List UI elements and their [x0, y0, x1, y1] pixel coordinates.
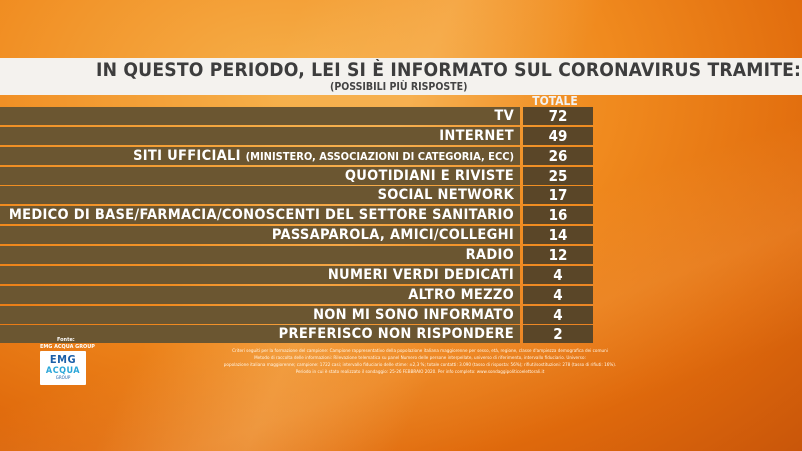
row-label: NUMERI VERDI DEDICATI: [328, 266, 514, 284]
row-label: INTERNET: [439, 127, 514, 145]
row-value: 49: [548, 126, 568, 145]
source-label: Fonte:: [57, 337, 75, 343]
row-value-cell: [523, 305, 593, 324]
row-label: QUOTIDIANI E RIVISTE: [345, 167, 514, 185]
row-label-cell: [0, 206, 520, 225]
row-label-cell: [0, 245, 520, 264]
row-label-cell: [0, 107, 520, 125]
row-label-cell: [0, 126, 520, 145]
emg-acqua-logo: EMG ACQUA GROUP: [40, 351, 86, 385]
table-row: RADIO 12: [0, 245, 802, 264]
row-label-main: SITI UFFICIALI: [133, 147, 241, 164]
table-row: NON MI SONO INFORMATO 4: [0, 305, 802, 324]
row-value-cell: [523, 107, 593, 125]
source-name: EMG ACQUA GROUP: [40, 344, 95, 350]
chart-subtitle: (POSSIBILI PIÙ RISPOSTE): [330, 81, 468, 93]
logo-group-text: GROUP: [55, 376, 71, 381]
logo-acqua-text: ACQUA: [45, 366, 81, 376]
row-label-main: PREFERISCO NON RISPONDERE: [278, 326, 514, 343]
row-value: 4: [553, 305, 563, 324]
row-label-cell: [0, 305, 520, 324]
column-header-totale: TOTALE: [532, 94, 578, 108]
row-label-main: INTERNET: [439, 127, 514, 144]
row-label-main: NON MI SONO INFORMATO: [313, 306, 514, 323]
row-value-cell: [523, 245, 593, 264]
row-value-cell: [523, 186, 593, 205]
row-label: NON MI SONO INFORMATO: [313, 306, 514, 324]
note-line: Criteri seguiti per la formazione del ca…: [232, 349, 608, 354]
row-label: SOCIAL NETWORK: [378, 186, 514, 204]
row-value-cell: [523, 146, 593, 165]
row-label-detail: (MINISTERO, ASSOCIAZIONI DI CATEGORIA, E…: [245, 149, 514, 163]
note-line: Periodo in cui è stato realizzato il son…: [295, 370, 545, 375]
row-label-main: TV: [494, 108, 514, 124]
table-row: INTERNET 49: [0, 126, 802, 145]
row-label-cell: [0, 325, 520, 344]
row-label-cell: [0, 285, 520, 304]
table-row: MEDICO DI BASE/FARMACIA/CONOSCENTI DEL S…: [0, 206, 802, 225]
table-row: TV 72: [0, 107, 802, 125]
title-bar: [0, 58, 802, 95]
table-row: NUMERI VERDI DEDICATI 4: [0, 265, 802, 284]
row-label: SITI UFFICIALI (MINISTERO, ASSOCIAZIONI …: [133, 147, 514, 166]
table-row: QUOTIDIANI E RIVISTE 25: [0, 166, 802, 185]
note-line: Metodo di raccolta delle informazioni: R…: [254, 356, 586, 361]
row-value: 14: [548, 226, 568, 245]
row-label-main: MEDICO DI BASE/FARMACIA/CONOSCENTI DEL S…: [8, 207, 514, 224]
row-value-cell: [523, 206, 593, 225]
row-value: 12: [548, 245, 568, 264]
row-value-cell: [523, 126, 593, 145]
row-label: MEDICO DI BASE/FARMACIA/CONOSCENTI DEL S…: [9, 206, 514, 224]
row-value-cell: [523, 325, 593, 344]
row-value: 4: [553, 285, 563, 304]
row-value: 26: [548, 146, 568, 165]
row-label-cell: [0, 265, 520, 284]
table-row: PREFERISCO NON RISPONDERE 2: [0, 325, 802, 344]
row-label-main: RADIO: [465, 246, 514, 263]
note-line: popolazione italiana maggiorenne; campio…: [223, 363, 617, 368]
row-value-cell: [523, 166, 593, 185]
methodology-notes: Criteri seguiti per la formazione del ca…: [180, 348, 660, 376]
row-label: ALTRO MEZZO: [408, 286, 514, 304]
row-value: 2: [553, 325, 563, 344]
row-label-main: QUOTIDIANI E RIVISTE: [344, 167, 514, 184]
row-label: PASSAPAROLA, AMICI/COLLEGHI: [272, 226, 514, 244]
row-value: 72: [548, 107, 568, 125]
row-value: 16: [548, 206, 568, 225]
row-label-cell: [0, 166, 520, 185]
row-label-main: NUMERI VERDI DEDICATI: [327, 266, 514, 283]
row-value: 4: [553, 265, 563, 284]
row-label-cell: [0, 146, 520, 165]
row-label: RADIO: [466, 246, 514, 264]
table-row: SITI UFFICIALI (MINISTERO, ASSOCIAZIONI …: [0, 146, 802, 166]
row-value: 17: [548, 186, 568, 205]
logo-emg-text: EMG: [49, 353, 77, 366]
table-row: PASSAPAROLA, AMICI/COLLEGHI 14: [0, 226, 802, 245]
row-label-cell: [0, 226, 520, 245]
row-label-main: PASSAPAROLA, AMICI/COLLEGHI: [271, 227, 514, 244]
row-label-cell: [0, 186, 520, 205]
row-value-cell: [523, 226, 593, 245]
row-label-main: ALTRO MEZZO: [408, 286, 514, 303]
row-value-cell: [523, 265, 593, 284]
table-row: ALTRO MEZZO 4: [0, 285, 802, 304]
row-value-cell: [523, 285, 593, 304]
row-label: PREFERISCO NON RISPONDERE: [279, 325, 514, 343]
row-label-main: SOCIAL NETWORK: [377, 187, 514, 204]
row-value: 25: [548, 166, 568, 185]
table-row: SOCIAL NETWORK 17: [0, 186, 802, 205]
chart-title: IN QUESTO PERIODO, LEI SI È INFORMATO SU…: [96, 60, 802, 81]
row-label: TV: [494, 107, 514, 125]
